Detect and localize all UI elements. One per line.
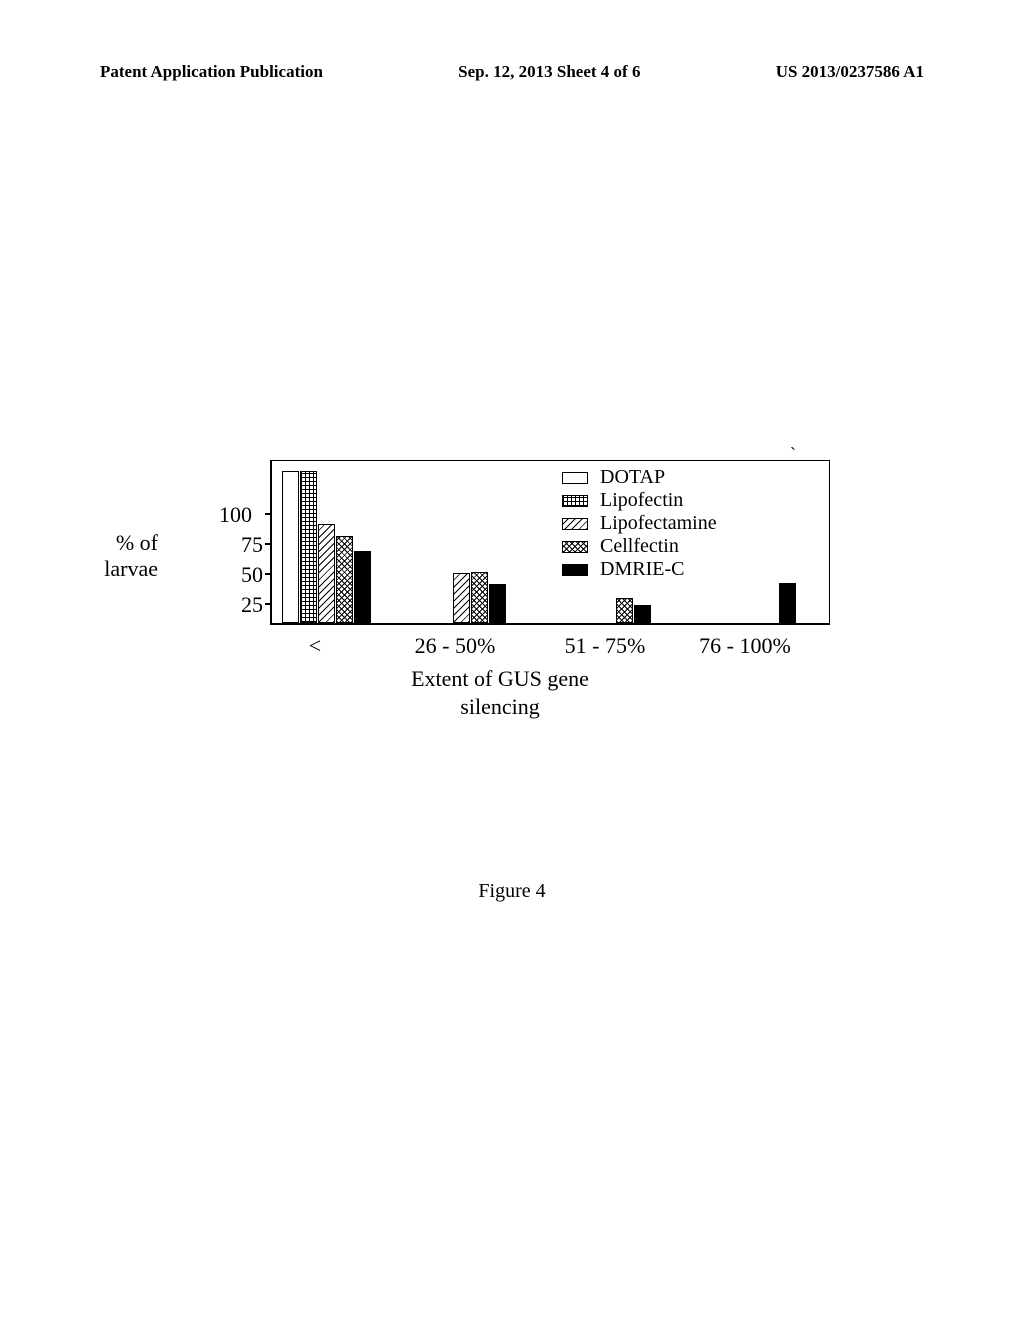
- bar-cellfectin-g1: [471, 572, 488, 623]
- legend-item-dotap: DOTAP: [562, 466, 717, 489]
- x-cat-3: 76 - 100%: [675, 633, 815, 659]
- bar-dotap-g0: [282, 471, 299, 623]
- bar-dmrie-c-g1: [489, 584, 506, 623]
- x-cat-2: 51 - 75%: [540, 633, 670, 659]
- y-tick-50: 50: [223, 562, 263, 588]
- swatch-cellfectin: [562, 541, 588, 553]
- x-cat-0: <: [305, 633, 325, 659]
- legend-item-lipofectin: Lipofectin: [562, 489, 717, 512]
- bar-dmrie-c-g0: [354, 551, 371, 623]
- legend-item-dmriec: DMRIE-C: [562, 558, 717, 581]
- swatch-dotap: [562, 472, 588, 484]
- bar-lipofectamine-g0: [318, 524, 335, 623]
- x-cat-1: 26 - 50%: [390, 633, 520, 659]
- figure-caption: Figure 4: [0, 880, 1024, 903]
- bar-lipofectamine-g1: [453, 573, 470, 623]
- header-left: Patent Application Publication: [100, 62, 323, 82]
- bar-cellfectin-g0: [336, 536, 353, 623]
- legend-item-lipofectamine: Lipofectamine: [562, 512, 717, 535]
- y-tick-25: 25: [223, 592, 263, 618]
- bar-lipofectin-g0: [300, 471, 317, 623]
- legend: DOTAP Lipofectin Lipofectamine Cellfecti…: [562, 466, 717, 581]
- header-right: US 2013/0237586 A1: [776, 62, 924, 82]
- x-axis-title: Extent of GUS gene silencing: [220, 665, 780, 720]
- plot-area: DOTAP Lipofectin Lipofectamine Cellfecti…: [270, 460, 830, 625]
- bar-dmrie-c-g3: [779, 583, 796, 623]
- bar-dmrie-c-g2: [634, 605, 651, 623]
- legend-item-cellfectin: Cellfectin: [562, 535, 717, 558]
- swatch-dmriec: [562, 564, 588, 576]
- y-tick-75: 75: [223, 532, 263, 558]
- header-center: Sep. 12, 2013 Sheet 4 of 6: [458, 62, 640, 82]
- page-header: Patent Application Publication Sep. 12, …: [0, 62, 1024, 82]
- y-tick-100: 100: [212, 502, 252, 528]
- swatch-lipofectamine: [562, 518, 588, 530]
- bar-chart: 25 50 75 100 DOTAP Lipofectin Lipofectam…: [220, 460, 840, 720]
- stray-mark: `: [790, 444, 796, 465]
- swatch-lipofectin: [562, 495, 588, 507]
- bar-cellfectin-g2: [616, 598, 633, 623]
- y-axis-label: % of larvae: [78, 530, 158, 583]
